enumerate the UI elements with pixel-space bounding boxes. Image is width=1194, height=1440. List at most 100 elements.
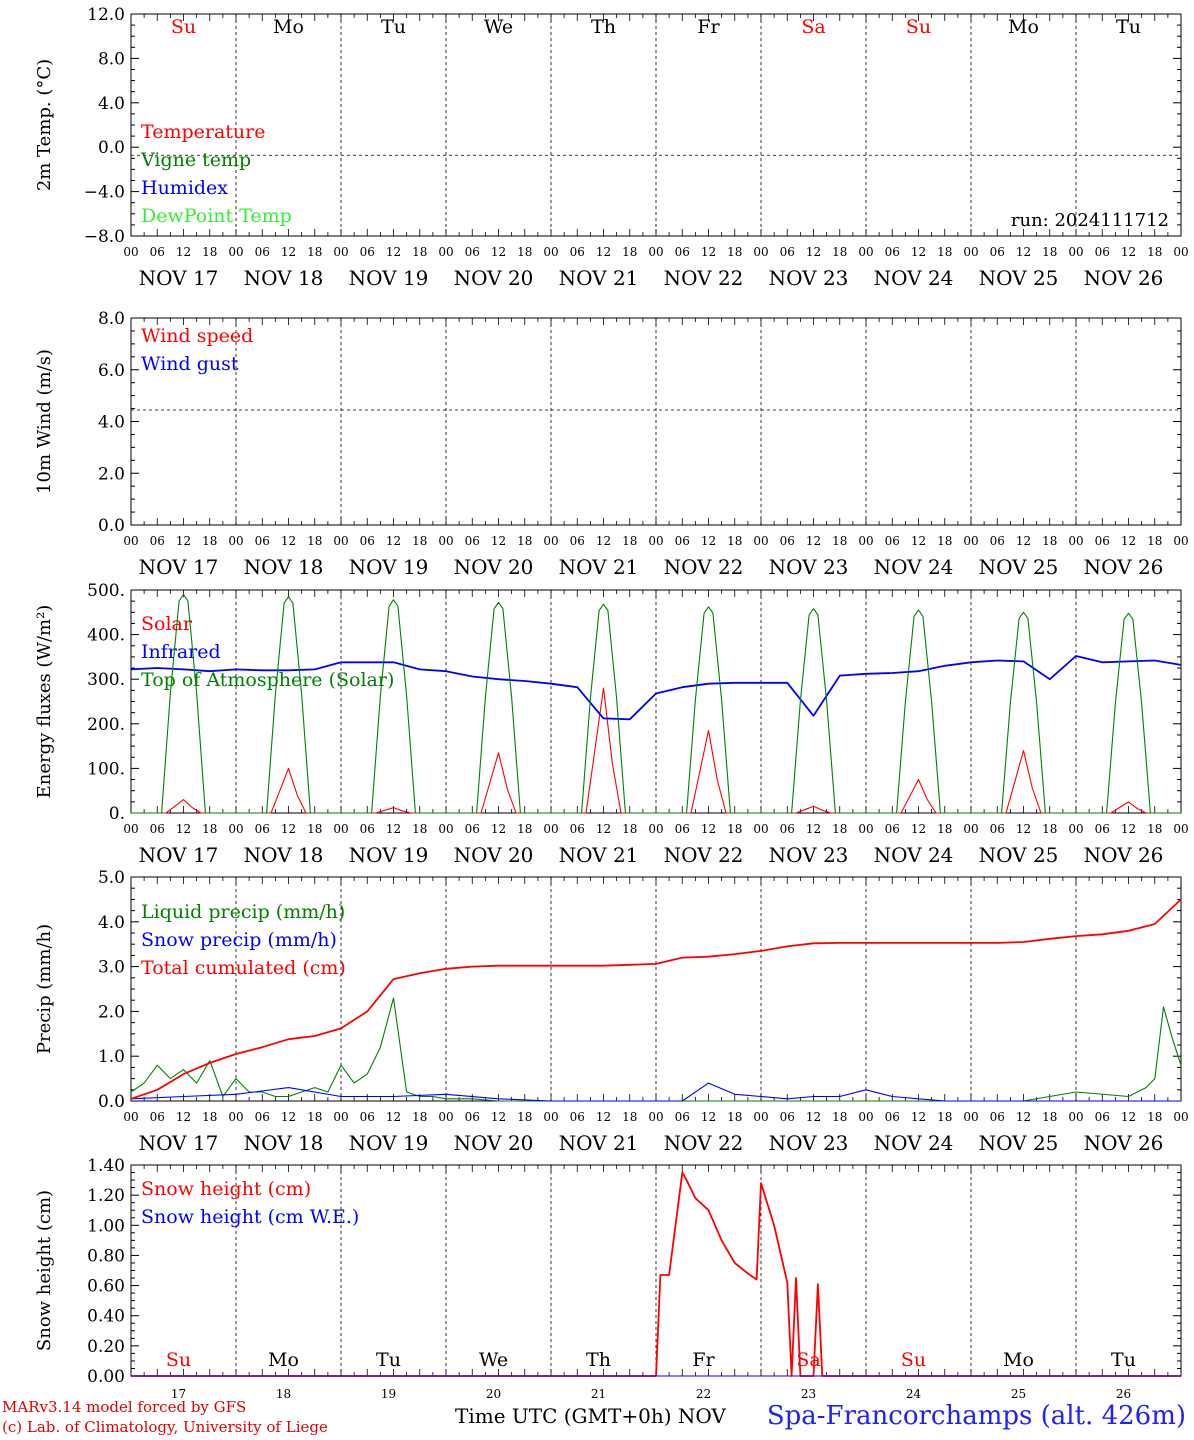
hour-label: 06	[675, 822, 690, 836]
hour-label: 18	[517, 245, 532, 259]
y-tick-label: 4.0	[98, 413, 125, 433]
date-label: NOV 25	[979, 555, 1059, 579]
hour-label: 12	[386, 1110, 401, 1124]
hour-label: 00	[228, 245, 243, 259]
hour-label: 12	[1121, 534, 1136, 548]
date-label: NOV 23	[769, 843, 849, 867]
y-tick-label: 0.80	[87, 1246, 125, 1266]
hour-label: 06	[780, 245, 795, 259]
date-label: NOV 21	[559, 843, 639, 867]
hour-label: 06	[255, 1110, 270, 1124]
weekday-label: Mo	[1003, 1349, 1034, 1371]
hour-label: 18	[307, 822, 322, 836]
hour-label: 18	[1042, 1110, 1057, 1124]
date-label: NOV 23	[769, 555, 849, 579]
date-label: NOV 18	[244, 266, 324, 290]
hour-label: 12	[1016, 245, 1031, 259]
date-label: NOV 21	[559, 266, 639, 290]
weekday-label: Su	[901, 1349, 926, 1371]
date-label: NOV 20	[454, 266, 534, 290]
date-label: NOV 24	[874, 266, 954, 290]
hour-label: 06	[255, 534, 270, 548]
hour-label: 00	[1068, 822, 1083, 836]
legend-entry: Wind gust	[141, 353, 239, 375]
hour-label: 12	[386, 245, 401, 259]
hour-label: 00	[438, 534, 453, 548]
y-tick-label: 0.40	[87, 1307, 125, 1327]
date-label: NOV 26	[1084, 1131, 1164, 1155]
hour-label: 18	[517, 1110, 532, 1124]
hour-label: 12	[281, 534, 296, 548]
y-tick-label: 0.20	[87, 1337, 125, 1357]
hour-label: 00	[1173, 534, 1188, 548]
y-tick-label: 4.0	[98, 94, 125, 114]
hour-label: 00	[333, 822, 348, 836]
hour-label: 18	[1147, 245, 1162, 259]
hour-label: 06	[570, 534, 585, 548]
weekday-label: Su	[171, 16, 196, 38]
hour-label: 06	[570, 245, 585, 259]
hour-label: 00	[333, 1110, 348, 1124]
date-label: NOV 17	[139, 1131, 219, 1155]
hour-label: 12	[281, 245, 296, 259]
y-tick-label: 5.0	[98, 868, 125, 888]
legend-entry: Snow precip (mm/h)	[141, 929, 337, 951]
hour-label: 18	[832, 822, 847, 836]
hour-label: 18	[517, 822, 532, 836]
legend-entry: DewPoint Temp	[141, 205, 292, 227]
hour-label: 00	[963, 1110, 978, 1124]
hour-label: 18	[412, 245, 427, 259]
hour-label: 12	[1121, 245, 1136, 259]
day-number-label: 18	[276, 1387, 291, 1401]
hour-label: 18	[307, 534, 322, 548]
date-label: NOV 22	[664, 555, 744, 579]
hour-label: 06	[360, 1110, 375, 1124]
hour-label: 12	[596, 1110, 611, 1124]
hour-label: 00	[228, 534, 243, 548]
hour-label: 06	[255, 822, 270, 836]
hour-label: 00	[123, 534, 138, 548]
weekday-label: Fr	[697, 16, 720, 38]
weekday-label: We	[484, 16, 513, 38]
date-label: NOV 19	[349, 843, 429, 867]
y-tick-label: 0.0	[98, 516, 125, 536]
y-axis-label: Snow height (cm)	[34, 1190, 55, 1351]
legend-entry: Vigne temp	[140, 149, 251, 171]
day-number-label: 24	[906, 1387, 922, 1401]
hour-label: 00	[648, 245, 663, 259]
y-tick-label: 1.40	[87, 1156, 125, 1176]
hour-label: 12	[806, 822, 821, 836]
hour-label: 18	[622, 1110, 637, 1124]
weekday-label: Tu	[376, 1349, 401, 1371]
y-tick-label: −4.0	[84, 183, 125, 203]
y-tick-label: 1.00	[87, 1216, 125, 1236]
y-tick-label: 2.0	[98, 1002, 125, 1022]
date-label: NOV 21	[559, 1131, 639, 1155]
panel-frame-3	[130, 589, 1182, 814]
weekday-label: Tu	[1116, 16, 1141, 38]
hour-label: 18	[937, 822, 952, 836]
date-label: NOV 17	[139, 555, 219, 579]
weekday-label: We	[479, 1349, 508, 1371]
hour-label: 18	[202, 1110, 217, 1124]
hour-label: 00	[1068, 245, 1083, 259]
legend-entry: Solar	[141, 613, 193, 635]
y-axis-label: Precip (mm/h)	[34, 924, 55, 1054]
date-label: NOV 19	[349, 1131, 429, 1155]
y-axis-label: 2m Temp. (°C)	[34, 59, 55, 191]
hour-label: 12	[911, 1110, 926, 1124]
hour-label: 06	[990, 822, 1005, 836]
hour-label: 18	[412, 822, 427, 836]
hour-label: 06	[1095, 534, 1110, 548]
weekday-label: Th	[586, 1349, 611, 1371]
hour-label: 06	[255, 245, 270, 259]
hour-label: 12	[1016, 822, 1031, 836]
hour-label: 18	[307, 1110, 322, 1124]
hour-label: 06	[1095, 822, 1110, 836]
hour-label: 00	[543, 1110, 558, 1124]
legend-entry: Total cumulated (cm)	[141, 957, 346, 979]
hour-label: 06	[465, 534, 480, 548]
date-label: NOV 25	[979, 266, 1059, 290]
hour-label: 00	[648, 1110, 663, 1124]
